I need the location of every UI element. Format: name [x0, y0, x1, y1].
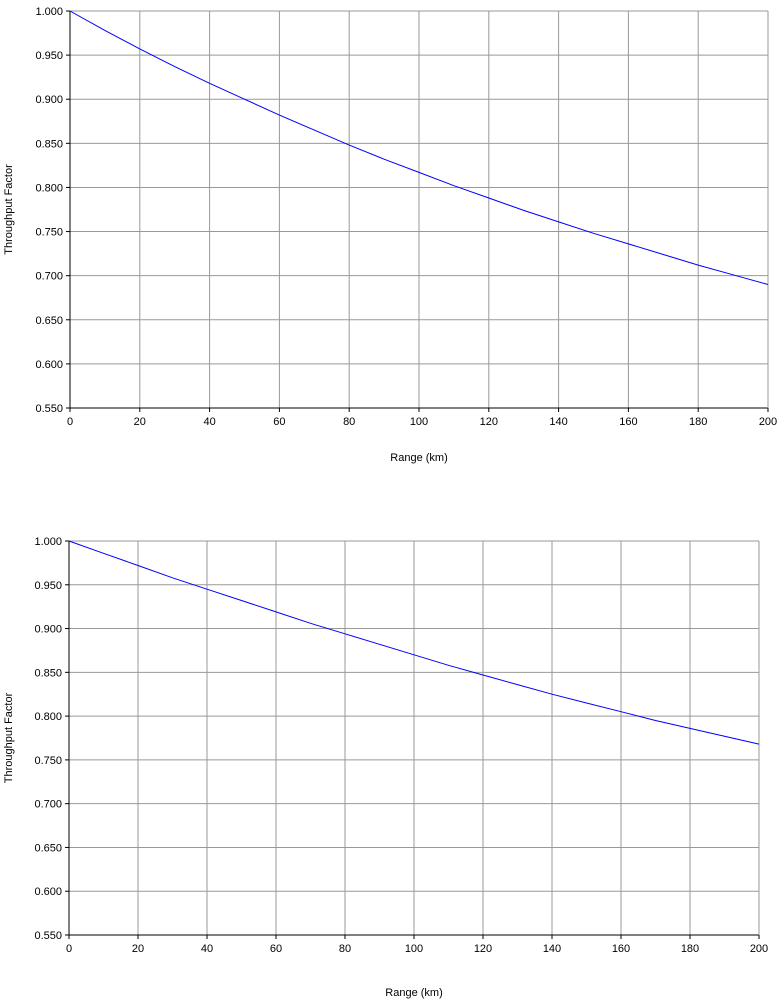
chart-bottom-x-tick-label: 60: [270, 943, 282, 955]
chart-bottom-x-tick-label: 120: [474, 943, 492, 955]
chart-top-y-tick-label: 0.750: [35, 227, 63, 239]
chart-bottom-y-tick-label: 0.850: [34, 667, 62, 679]
chart-bottom-x-tick-label: 0: [66, 943, 72, 955]
chart-top-y-tick-label: 0.900: [35, 94, 63, 106]
chart-bottom-x-tick-label: 80: [339, 943, 351, 955]
chart-top-x-tick-label: 40: [203, 416, 215, 428]
chart-bottom-y-tick-label: 0.550: [34, 930, 62, 942]
chart-top-x-tick-label: 160: [619, 416, 637, 428]
chart-top-svg: 0 20 40 60 80 100 120 140 160 180 200 0.550 0.600 0.6…: [3, 6, 777, 464]
chart-bottom-x-tick-label: 40: [201, 943, 213, 955]
chart-top-x-axis-title: Range (km): [390, 452, 447, 464]
chart-bottom-y-tick-label: 0.600: [34, 886, 62, 898]
chart-bottom-x-tick-label: 180: [681, 943, 699, 955]
chart-top-x-tick-label: 60: [273, 416, 285, 428]
chart-top-x-tick-label: 120: [480, 416, 498, 428]
chart-bottom-y-tick-label: 0.950: [34, 580, 62, 592]
chart-bottom-series-line: [68, 540, 760, 745]
chart-top-x-tick-label: 0: [67, 416, 73, 428]
chart-top-y-tick-label: 0.800: [35, 182, 63, 194]
chart-bottom-x-tick-label: 160: [612, 943, 630, 955]
chart-bottom-x-tick-label: 20: [132, 943, 144, 955]
chart-top-y-tick-label: 1.000: [35, 6, 63, 18]
chart-top-y-tick-label: 0.850: [35, 138, 63, 150]
chart-top: 0 20 40 60 80 100 120 140 160 180 200 0.550 0.600 0.6…: [0, 0, 781, 475]
chart-bottom-y-axis-title: Throughput Factor: [3, 692, 15, 783]
chart-bottom-x-tick-label: 200: [750, 943, 768, 955]
chart-bottom-y-tick-label: 0.800: [34, 711, 62, 723]
chart-top-y-tick-label: 0.600: [35, 359, 63, 371]
chart-bottom-svg: 0 20 40 60 80 100 120 140 160 180 200 0.550 0.600 0.6…: [3, 536, 768, 999]
chart-bottom-y-tick-label: 0.650: [34, 842, 62, 854]
chart-top-y-tick-label: 0.550: [35, 403, 63, 415]
chart-top-series-line: [69, 10, 769, 285]
chart-top-x-tick-label: 100: [410, 416, 428, 428]
chart-bottom-y-tick-label: 0.750: [34, 755, 62, 767]
chart-bottom-y-tick-label: 0.900: [34, 624, 62, 636]
chart-bottom-x-tick-label: 100: [405, 943, 423, 955]
chart-top-x-tick-label: 80: [343, 416, 355, 428]
chart-top-y-tick-label: 0.650: [35, 315, 63, 327]
chart-top-y-tick-label: 0.950: [35, 50, 63, 62]
chart-bottom-x-axis-title: Range (km): [385, 987, 442, 999]
chart-top-x-tick-label: 180: [689, 416, 707, 428]
chart-top-x-tick-label: 20: [134, 416, 146, 428]
chart-top-y-axis-title: Throughput Factor: [3, 164, 15, 255]
chart-bottom-y-tick-label: 0.700: [34, 799, 62, 811]
chart-bottom: 0 20 40 60 80 100 120 140 160 180 200 0.550 0.600 0.6…: [0, 530, 781, 1001]
chart-top-x-tick-label: 200: [759, 416, 777, 428]
chart-top-x-tick-label: 140: [549, 416, 567, 428]
chart-bottom-y-tick-label: 1.000: [34, 536, 62, 548]
chart-top-y-tick-label: 0.700: [35, 271, 63, 283]
chart-bottom-x-tick-label: 140: [543, 943, 561, 955]
